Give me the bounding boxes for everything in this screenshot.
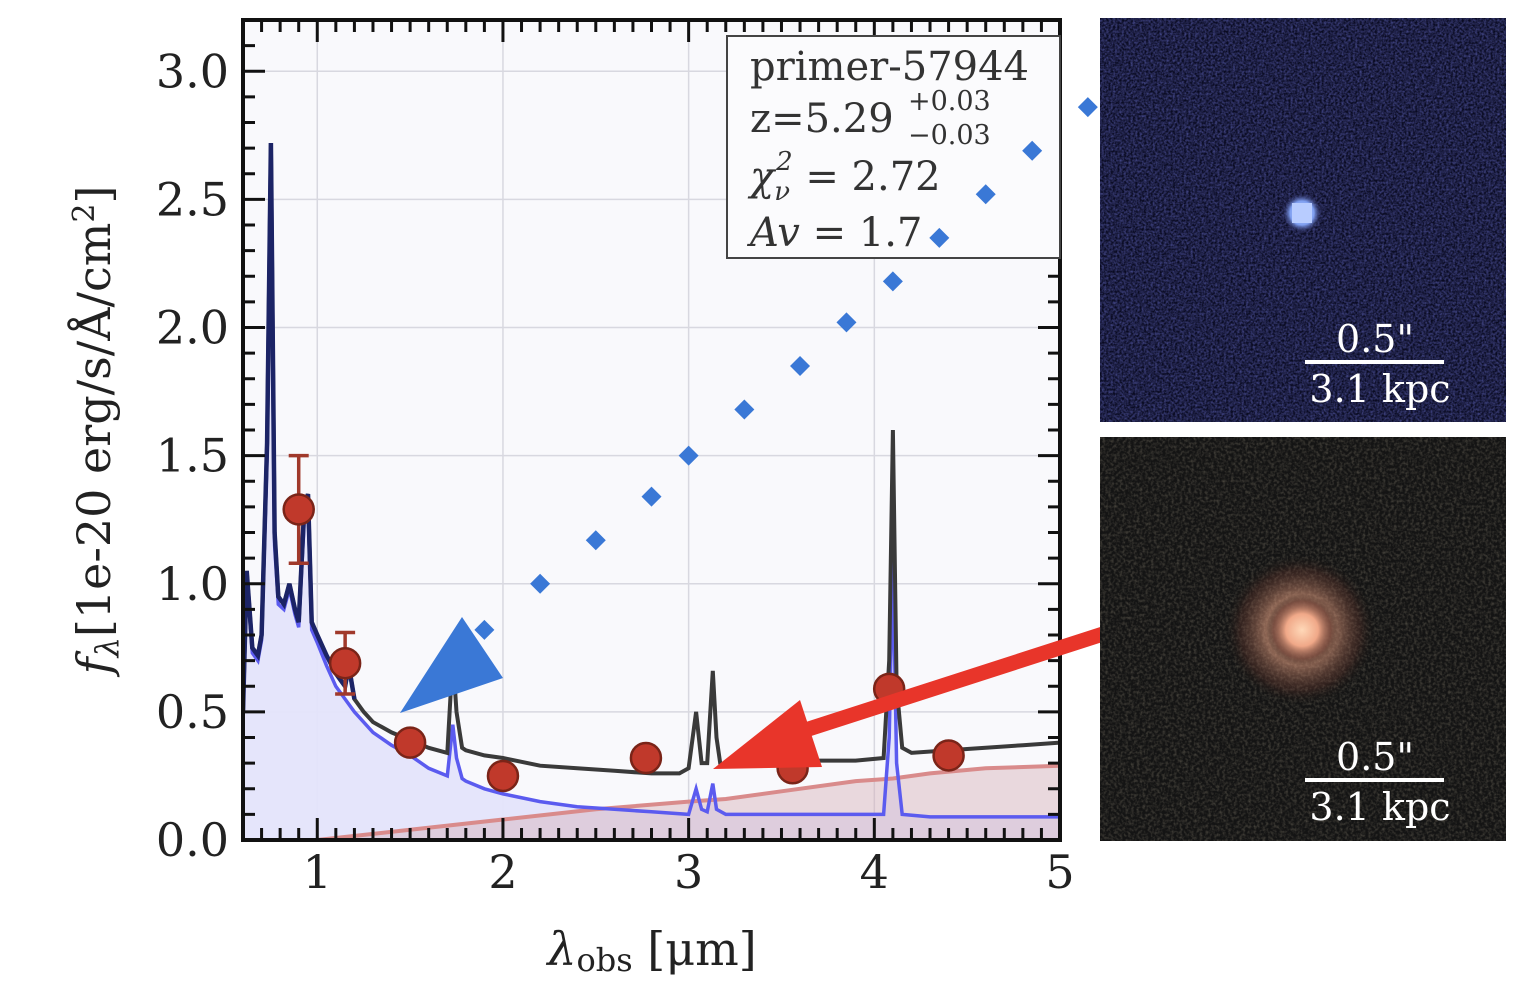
model-photometry-diamond-16 — [1022, 140, 1043, 161]
tick-labels: 1 2 3 4 5 0.0 0.5 1.0 1.5 2.0 2.5 3.0 — [156, 44, 1075, 899]
red-arrow-head — [713, 700, 822, 769]
legend-av-symbol: Av — [746, 210, 800, 256]
photometry-point-1 — [328, 646, 362, 680]
x-tick-label-4: 5 — [1045, 845, 1074, 899]
photometry-point-2 — [393, 726, 427, 759]
x-label-sub: obs — [576, 941, 632, 979]
y-tick-label-1: 0.5 — [156, 685, 229, 739]
old-component-fill — [243, 765, 1060, 840]
photometry-point-0 — [282, 493, 315, 526]
model-photometry-diamond-9 — [678, 445, 699, 466]
galaxy-blue-core — [1292, 203, 1312, 223]
blue-triangle-annotation — [400, 617, 503, 713]
cutout-bottom-scale-bottom: 3.1 kpc — [1309, 785, 1450, 829]
legend-chi2: χν2 = 2.72 — [747, 147, 941, 207]
x-tick-label-0: 1 — [303, 845, 332, 899]
cutout-panel-bottom: 0.5" 3.1 kpc — [1100, 437, 1506, 841]
red-arrow-shaft — [787, 625, 1109, 743]
model-photometry-diamond-12 — [836, 312, 857, 333]
young-component-line — [243, 148, 1060, 819]
cutout-top-scale-top: 0.5" — [1336, 317, 1414, 361]
legend-object-name: primer-57944 — [750, 44, 1029, 90]
model-photometry-diamond-14 — [929, 227, 950, 248]
y-label-end: ] — [67, 186, 121, 204]
legend-z-lower: −0.03 — [908, 120, 991, 151]
model-photometry-diamond-11 — [790, 355, 811, 376]
model-photometry-diamond-10 — [734, 399, 755, 420]
model-photometry-diamond-7 — [585, 530, 606, 551]
cutout-panel-top: 0.5" 3.1 kpc — [1100, 18, 1506, 422]
x-axis-label: λobs [μm] — [545, 922, 756, 979]
y-tick-label-5: 2.5 — [156, 172, 229, 226]
axis-ticks — [241, 18, 1062, 842]
y-label-sup: 2 — [67, 204, 102, 223]
y-label-sub: λ — [88, 637, 126, 659]
galaxy-red-source — [1266, 594, 1338, 666]
x-tick-label-2: 3 — [674, 845, 703, 899]
component-fills — [243, 148, 1060, 840]
x-label-rest: [μm] — [633, 922, 757, 976]
model-photometry-diamond-15 — [975, 184, 996, 205]
cutout-top-scale-bottom: 3.1 kpc — [1309, 367, 1450, 411]
y-label-rest: [1e-20 erg/s/Å/cm — [66, 223, 121, 638]
model-photometry-markers — [474, 97, 1098, 640]
legend-chi-sub: ν — [774, 177, 790, 207]
legend-chi-symbol: χ — [747, 154, 777, 200]
y-tick-label-3: 1.5 — [156, 429, 229, 483]
legend-z-main: z=5.29 — [750, 96, 894, 142]
legend-box — [726, 35, 1061, 259]
model-photometry-diamond-13 — [882, 271, 903, 292]
x-tick-label-3: 4 — [860, 845, 889, 899]
photometry-point-7 — [932, 739, 965, 772]
x-label-symbol: λ — [545, 922, 576, 976]
legend-av: Av = 1.7 — [746, 210, 922, 256]
legend: primer-57944 z=5.29 +0.03 −0.03 χν2 = 2.… — [726, 35, 1061, 259]
young-component-fill — [243, 148, 1060, 840]
photometry-point-4 — [629, 741, 663, 775]
photometry-point-3 — [486, 759, 520, 793]
model-photometry-diamond-8 — [641, 486, 662, 507]
legend-z-upper: +0.03 — [908, 86, 991, 117]
y-tick-label-6: 3.0 — [156, 44, 229, 98]
y-tick-label-2: 1.0 — [156, 557, 229, 611]
cutout-bottom-scale-top: 0.5" — [1336, 735, 1414, 779]
model-photometry-diamond-17 — [1077, 97, 1098, 118]
legend-redshift: z=5.29 — [750, 96, 894, 142]
legend-chi-sup: 2 — [775, 147, 793, 177]
y-tick-label-4: 2.0 — [156, 301, 229, 355]
model-photometry-diamond-6 — [530, 573, 551, 594]
y-axis-label: fλ[1e-20 erg/s/Å/cm2] — [66, 186, 126, 678]
y-tick-label-0: 0.0 — [156, 813, 229, 867]
x-tick-label-1: 2 — [488, 845, 517, 899]
model-photometry-diamond-5 — [474, 619, 495, 640]
legend-av-value: = 1.7 — [800, 210, 923, 256]
legend-chi-value: = 2.72 — [793, 154, 941, 200]
